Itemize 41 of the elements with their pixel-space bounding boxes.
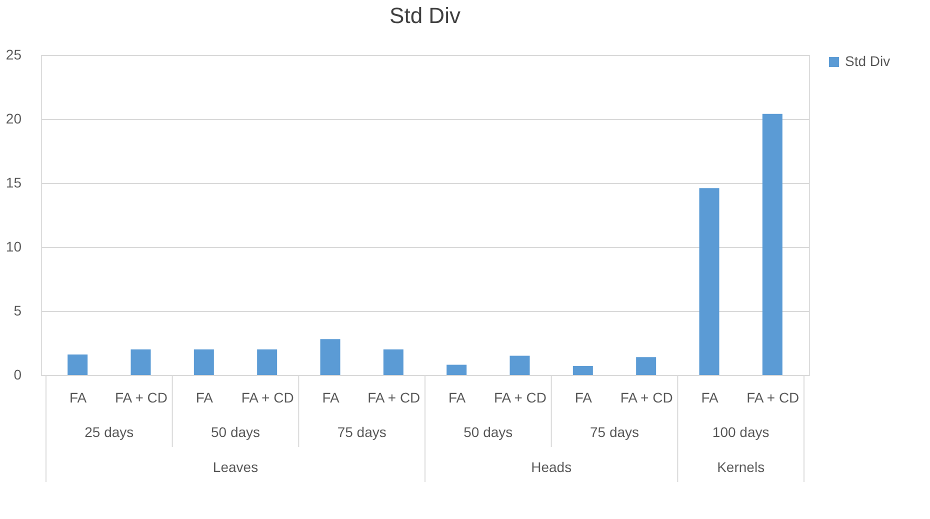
bar	[446, 364, 467, 375]
text: 50 days	[210, 424, 260, 440]
y-tick-label: 5	[14, 302, 22, 318]
text: Leaves	[212, 459, 258, 475]
x-tick-label: FA + CD	[620, 390, 673, 406]
x-tick-label: FA + CD	[746, 390, 800, 406]
bar	[383, 349, 404, 375]
bar	[320, 339, 340, 375]
text: 100 days	[712, 424, 770, 440]
y-tick-label: 15	[6, 174, 22, 190]
bar	[68, 354, 88, 375]
text: 50 days	[464, 424, 513, 440]
x-tick-label: FA + CD	[114, 390, 168, 406]
text: 25 days	[84, 424, 134, 440]
x-tick-label: FA	[70, 390, 88, 406]
x-tick-label: FA	[196, 390, 214, 406]
x-tick-label: FA + CD	[241, 390, 294, 406]
y-tick-label: 20	[6, 110, 22, 126]
bar	[699, 188, 720, 375]
legend-label: Std Div	[845, 53, 890, 69]
text: 75 days	[337, 424, 386, 440]
y-tick-label: 25	[6, 46, 22, 62]
text: 75 days	[590, 424, 640, 440]
bar	[636, 357, 656, 375]
text: Kernels	[717, 459, 765, 475]
bar	[257, 349, 278, 375]
bar	[194, 349, 214, 375]
bar	[130, 349, 151, 375]
bar	[762, 114, 782, 375]
chart-title: Std Div	[390, 3, 460, 28]
text: Heads	[531, 459, 572, 475]
x-tick-label: FA	[701, 390, 719, 406]
x-tick-label: FA + CD	[368, 390, 420, 406]
bar	[572, 366, 593, 375]
x-tick-label: FA	[574, 390, 593, 406]
x-tick-label: FA + CD	[494, 390, 547, 406]
y-tick-label: 10	[6, 238, 22, 254]
x-tick-label: FA	[448, 390, 466, 406]
bar	[510, 356, 530, 375]
x-tick-label: FA	[322, 390, 340, 406]
y-tick-label: 0	[14, 366, 22, 382]
